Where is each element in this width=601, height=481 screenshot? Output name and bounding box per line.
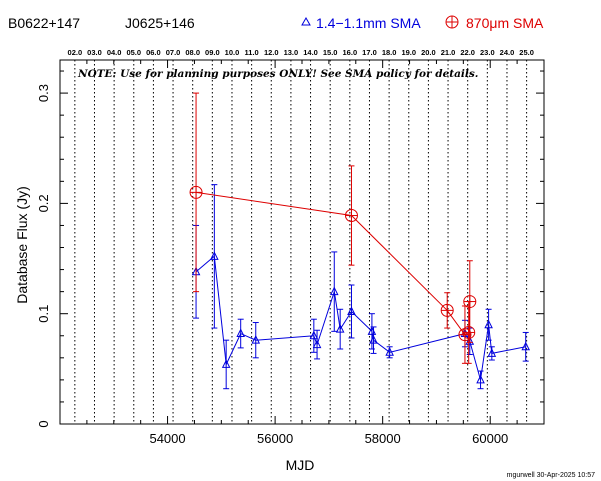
- data-point-triangle: [335, 324, 345, 333]
- x-tick-label: 54000: [149, 431, 185, 446]
- data-point-triangle: [210, 251, 219, 260]
- data-point-triangle: [476, 374, 485, 384]
- legend-red: 870μm SMA: [445, 15, 544, 31]
- legend-blue-label: 1.4−1.1mm SMA: [316, 15, 421, 31]
- year-gridlines: [74, 60, 528, 424]
- x-axis-label: MJD: [286, 457, 315, 473]
- data-point-triangle: [369, 335, 378, 344]
- top-axis-tick-label: 13.0: [284, 48, 299, 57]
- series-line: [195, 255, 526, 381]
- y-tick-label: 0.1: [36, 305, 51, 323]
- y-axis-label: Database Flux (Jy): [14, 186, 30, 303]
- top-axis-tick-label: 05.0: [126, 48, 141, 57]
- alt-source-name: J0625+146: [125, 15, 195, 31]
- top-axis-tick-label: 20.0: [421, 48, 436, 57]
- x-tick-label: 58000: [365, 431, 401, 446]
- data-point-triangle: [465, 336, 475, 345]
- top-axis-tick-label: 06.0: [146, 48, 161, 57]
- data-point-triangle: [329, 286, 339, 296]
- top-axis-tick-label: 14.0: [303, 48, 318, 57]
- top-axis-tick-label: 25.0: [519, 48, 534, 57]
- data-point-triangle: [484, 319, 493, 329]
- top-axis-tick-label: 19.0: [401, 48, 416, 57]
- top-axis-tick-label: 22.0: [460, 48, 475, 57]
- top-axis-tick-label: 24.0: [500, 48, 515, 57]
- data-point-triangle: [347, 306, 356, 315]
- footer-credit: mgurwell 30-Apr-2025 10:57: [507, 472, 595, 479]
- top-date-axis: 02.0 03.0 04.0 05.0 06.0 07.0 08.0 09.0 10.0 11.0…: [68, 48, 534, 57]
- axis-ticks: 54000 56000 58000 60000 0 0.1 0.2 0.3: [36, 60, 545, 446]
- plot-frame: [59, 59, 545, 425]
- x-tick-label: 56000: [257, 431, 293, 446]
- top-axis-tick-label: 23.0: [480, 48, 495, 57]
- legend-triangle-icon: [301, 16, 311, 26]
- legend-red-label: 870μm SMA: [466, 15, 544, 31]
- data-point-triangle: [312, 339, 322, 349]
- y-tick-label: 0.3: [36, 84, 51, 102]
- series-870um: [189, 92, 477, 364]
- y-tick-label: 0: [36, 420, 51, 427]
- top-axis-tick-label: 09.0: [205, 48, 220, 57]
- data-point-triangle: [236, 328, 246, 338]
- series-1mm: [191, 184, 531, 390]
- top-axis-tick-label: 02.0: [68, 48, 83, 57]
- data-point-triangle: [251, 335, 261, 344]
- axes-frame: [59, 59, 545, 425]
- top-axis-tick-label: 03.0: [87, 48, 102, 57]
- top-axis-tick-label: 17.0: [362, 48, 377, 57]
- legend-blue: 1.4−1.1mm SMA: [301, 15, 421, 31]
- data-point-triangle: [221, 359, 231, 368]
- top-axis-tick-label: 11.0: [245, 48, 259, 57]
- planning-note: NOTE: Use for planning purposes ONLY! Se…: [77, 68, 478, 80]
- data-point-triangle: [521, 341, 531, 351]
- top-axis-tick-label: 08.0: [185, 48, 200, 57]
- top-axis-tick-label: 04.0: [107, 48, 122, 57]
- top-axis-tick-label: 10.0: [225, 48, 240, 57]
- top-axis-tick-label: 21.0: [441, 48, 456, 57]
- top-axis-tick-label: 18.0: [382, 48, 397, 57]
- top-axis-tick-label: 07.0: [166, 48, 181, 57]
- x-tick-label: 60000: [472, 431, 508, 446]
- top-axis-tick-label: 16.0: [343, 48, 358, 57]
- source-name: B0622+147: [8, 15, 80, 31]
- data-point-triangle: [309, 330, 319, 340]
- top-axis-tick-label: 15.0: [323, 48, 338, 57]
- data-point-triangle: [385, 347, 394, 356]
- top-axis-tick-label: 12.0: [264, 48, 279, 57]
- y-tick-label: 0.2: [36, 194, 51, 212]
- data-point-triangle: [487, 348, 497, 357]
